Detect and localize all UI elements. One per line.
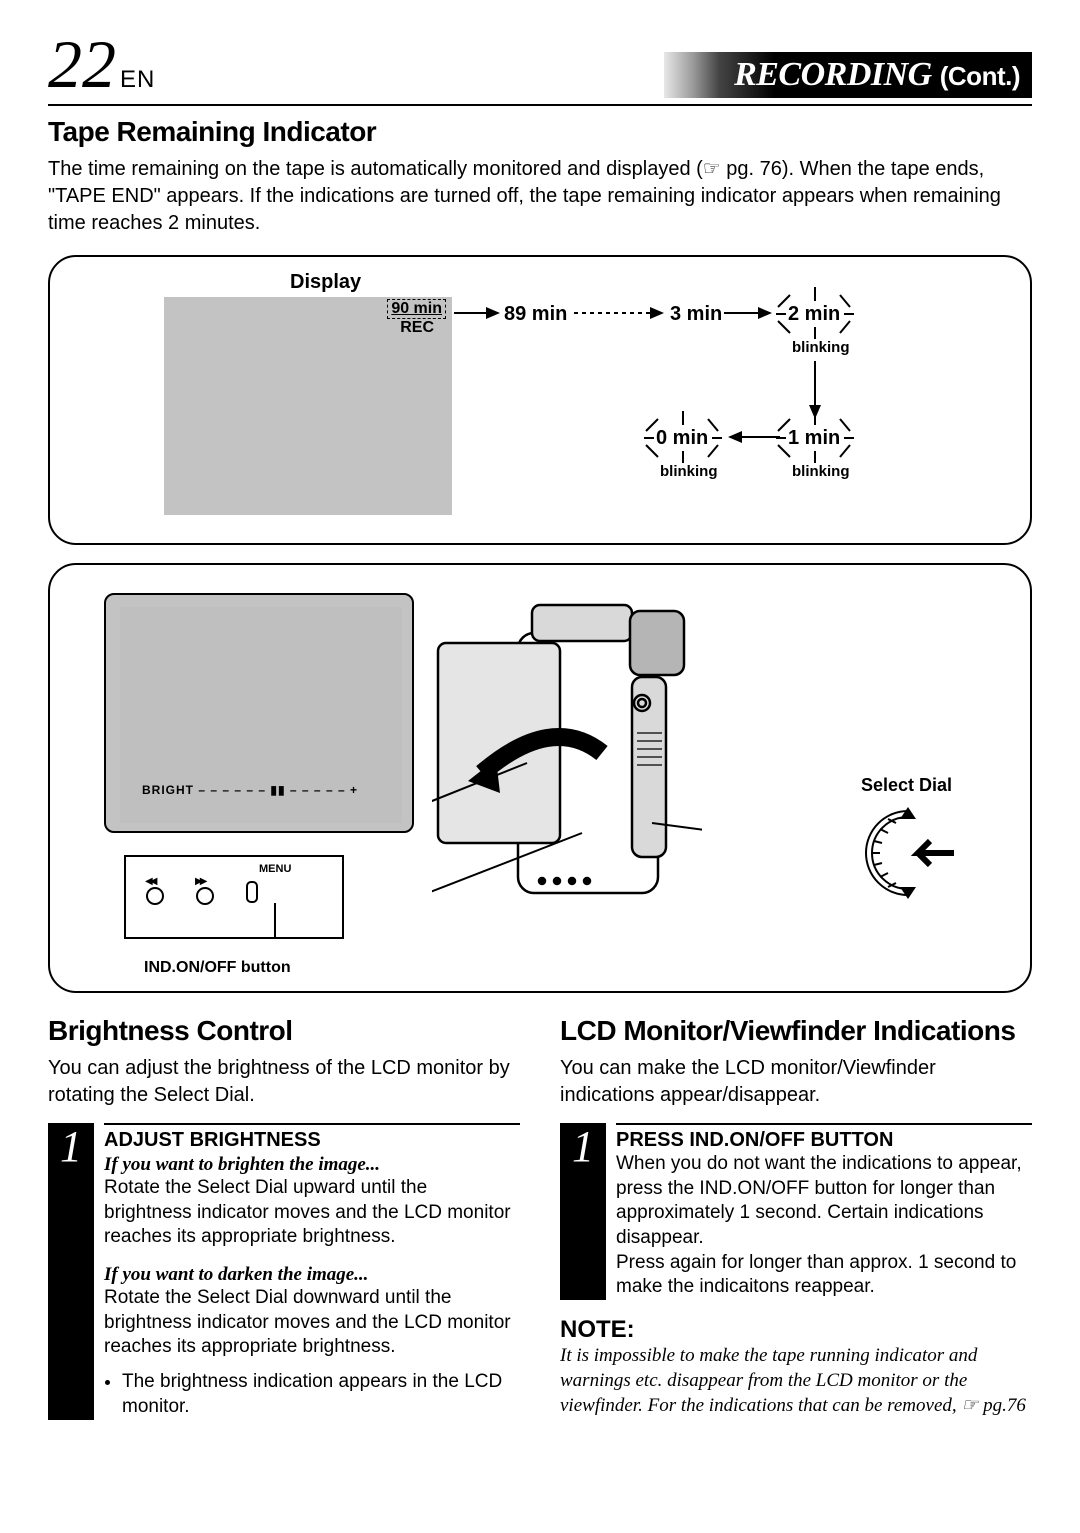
menu-stick-icon xyxy=(246,881,258,903)
lcd-ind-step: 1 PRESS IND.ON/OFF BUTTON When you do no… xyxy=(560,1123,1032,1300)
diagram-camcorder: BRIGHT – – – – – – ▮▮ – – – – – + MENU I… xyxy=(48,563,1032,993)
lcd-ind-text2: Press again for longer than approx. 1 se… xyxy=(616,1251,1032,1300)
diagram-tape-indicator: Display 90 min REC 89 min 3 min 2 min 1 … xyxy=(48,255,1032,545)
ind-pointer-line xyxy=(270,903,290,937)
columns: Brightness Control You can adjust the br… xyxy=(48,1015,1032,1420)
lcd-ind-step-num: 1 xyxy=(560,1123,606,1300)
lcd-ind-step-title: PRESS IND.ON/OFF BUTTON xyxy=(616,1129,1032,1152)
header-rule xyxy=(48,104,1032,106)
lcd-ind-text1: When you do not want the indications to … xyxy=(616,1152,1032,1251)
rewind-icon xyxy=(146,887,164,905)
col-lcd-ind: LCD Monitor/Viewfinder Indications You c… xyxy=(560,1015,1032,1420)
header-cont: (Cont.) xyxy=(940,61,1020,92)
brightness-step-title: ADJUST BRIGHTNESS xyxy=(104,1129,520,1152)
header-title: RECORDING xyxy=(734,56,932,94)
section1-title: Tape Remaining Indicator xyxy=(48,116,1032,148)
menu-label: MENU xyxy=(259,863,291,875)
brightness-bullet: The brightness indication appears in the… xyxy=(122,1370,520,1419)
brightness-title: Brightness Control xyxy=(48,1015,520,1047)
brightness-text1: Rotate the Select Dial upward until the … xyxy=(104,1176,520,1250)
fastforward-icon xyxy=(196,887,214,905)
note-text: It is impossible to make the tape runnin… xyxy=(560,1344,1032,1418)
ind-on-off-label: IND.ON/OFF button xyxy=(144,959,291,977)
lcd2: BRIGHT – – – – – – ▮▮ – – – – – + xyxy=(104,593,414,833)
lcd-ind-title: LCD Monitor/Viewfinder Indications xyxy=(560,1015,1032,1047)
lcd-ind-step-body: PRESS IND.ON/OFF BUTTON When you do not … xyxy=(606,1123,1032,1300)
control-box: MENU IND.ON/OFF button xyxy=(124,855,344,939)
brightness-sub1: If you want to brighten the image... xyxy=(104,1154,520,1176)
select-dial-illustration xyxy=(858,801,968,911)
header-right: RECORDING (Cont.) xyxy=(664,52,1032,98)
brightness-sub2: If you want to darken the image... xyxy=(104,1264,520,1286)
diagram1-arrows xyxy=(50,257,1030,543)
brightness-bullet-wrap: The brightness indication appears in the… xyxy=(104,1370,520,1419)
lcd-ind-intro: You can make the LCD monitor/Viewfinder … xyxy=(560,1055,1032,1109)
brightness-step-num: 1 xyxy=(48,1123,94,1420)
lang-code: EN xyxy=(120,66,155,94)
brightness-intro: You can adjust the brightness of the LCD… xyxy=(48,1055,520,1109)
brightness-text2: Rotate the Select Dial downward until th… xyxy=(104,1286,520,1360)
header-left: 22 EN xyxy=(48,30,155,98)
step-rule xyxy=(104,1123,520,1125)
step-rule xyxy=(616,1123,1032,1125)
page-header: 22 EN RECORDING (Cont.) xyxy=(48,30,1032,98)
bright-indicator: BRIGHT – – – – – – ▮▮ – – – – – + xyxy=(142,783,358,797)
note-title: NOTE: xyxy=(560,1316,1032,1344)
section1-text: The time remaining on the tape is automa… xyxy=(48,156,1032,237)
col-brightness: Brightness Control You can adjust the br… xyxy=(48,1015,520,1420)
lcd-ind-text1-span: When you do not want the indications to … xyxy=(616,1153,1022,1248)
select-dial-label: Select Dial xyxy=(861,775,952,796)
lcd2-inner: BRIGHT – – – – – – ▮▮ – – – – – + xyxy=(120,607,402,823)
page-number: 22 xyxy=(48,30,116,98)
camcorder-illustration xyxy=(432,583,702,963)
ctrl-icons xyxy=(146,885,258,907)
brightness-step-body: ADJUST BRIGHTNESS If you want to brighte… xyxy=(94,1123,520,1420)
brightness-step: 1 ADJUST BRIGHTNESS If you want to brigh… xyxy=(48,1123,520,1420)
